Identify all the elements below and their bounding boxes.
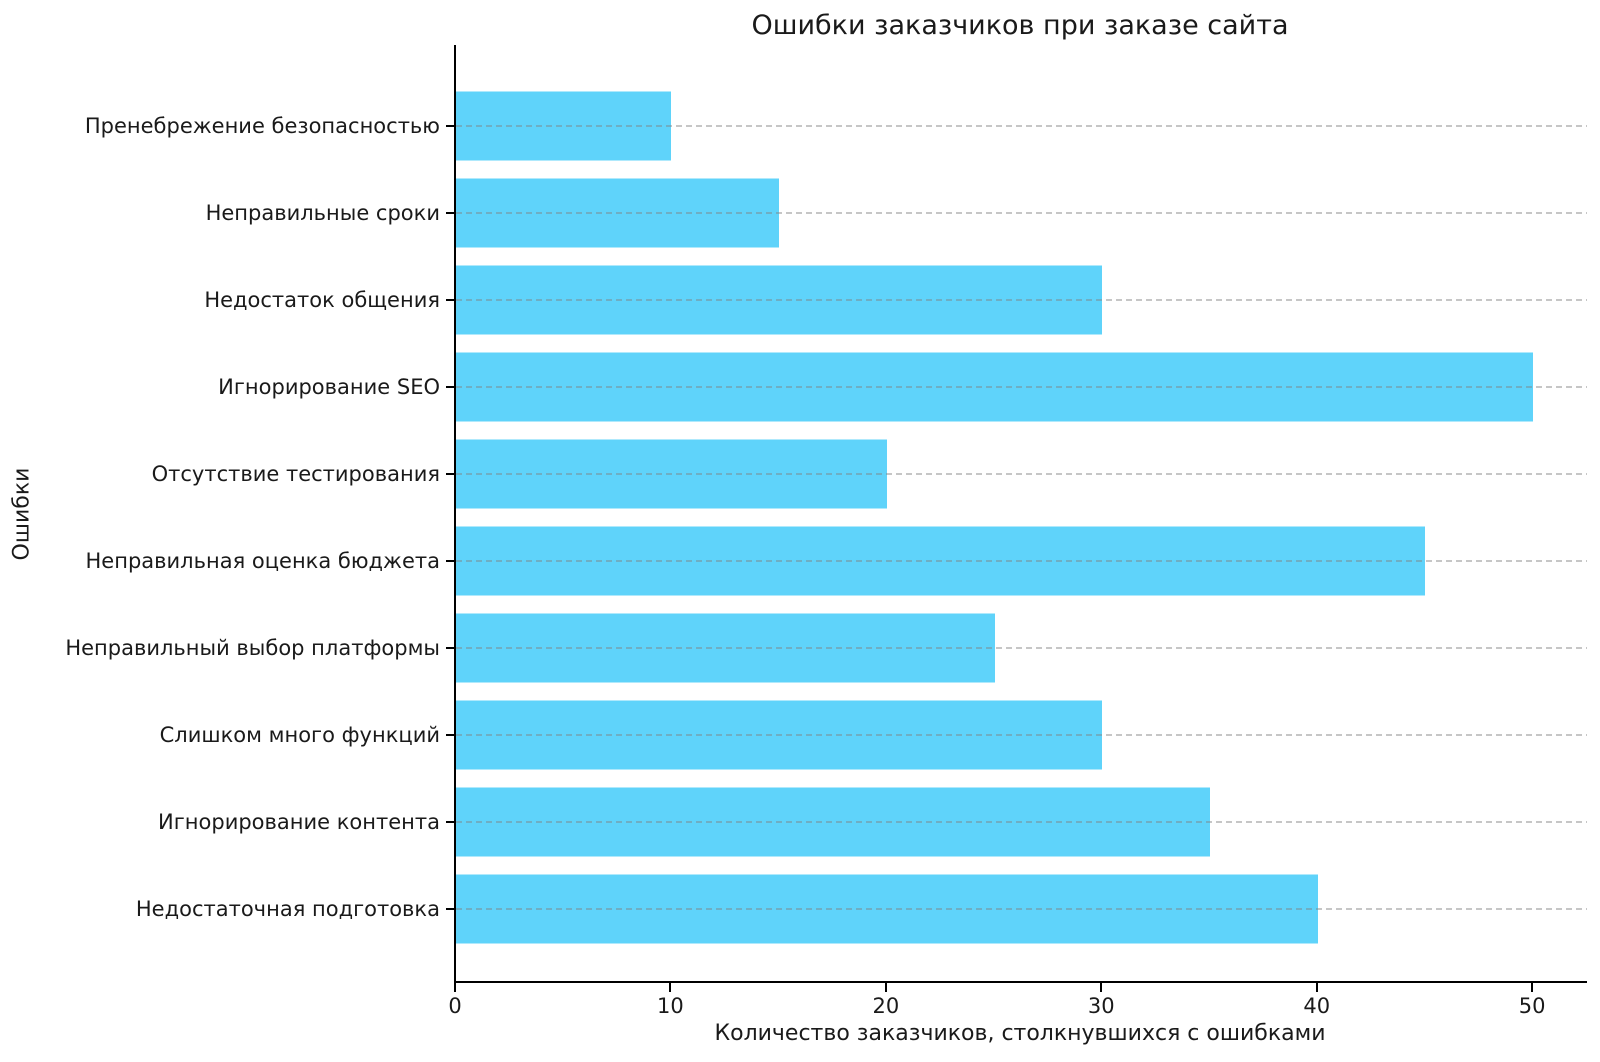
- bar-row-5: Отсутствие тестирования: [152, 430, 1587, 517]
- y-tick-label: Слишком много функций: [159, 723, 440, 748]
- chart-title: Ошибки заказчиков при заказе сайта: [751, 10, 1289, 41]
- bar-2: [456, 178, 780, 248]
- bar-row-10: Недостаточная подготовка: [136, 866, 1587, 953]
- gridline: [456, 908, 1587, 911]
- bar-5: [456, 439, 887, 509]
- y-tick: [446, 647, 454, 650]
- bar-7: [456, 613, 995, 683]
- y-tick-label: Игнорирование контента: [158, 810, 440, 835]
- bar-row-3: Недостаток общения: [204, 256, 1587, 343]
- y-tick-label: Неправильная оценка бюджета: [85, 549, 440, 574]
- gridline: [456, 560, 1587, 563]
- y-tick-label: Игнорирование SEO: [218, 374, 440, 399]
- y-axis-title: Ошибки: [9, 467, 35, 561]
- gridline: [456, 211, 1587, 214]
- bar-row-2: Неправильные сроки: [206, 169, 1587, 256]
- x-tick-mark: [884, 983, 887, 992]
- bar-row-4: Игнорирование SEO: [218, 343, 1587, 430]
- y-tick-label: Отсутствие тестирования: [151, 461, 440, 486]
- y-tick-label: Неправильный выбор платформы: [65, 636, 440, 661]
- x-axis: 0 10 20 30 40 50: [448, 983, 1586, 1023]
- y-tick: [446, 211, 454, 214]
- y-tick: [446, 298, 454, 301]
- gridline: [456, 385, 1587, 388]
- bar-row-7: Неправильный выбор платформы: [65, 605, 1587, 692]
- x-tick-label: 0: [448, 994, 462, 1018]
- y-tick: [446, 472, 454, 475]
- x-axis-title: Количество заказчиков, столкнувшихся с о…: [714, 1021, 1326, 1046]
- y-tick: [446, 124, 454, 127]
- y-tick-label: Недостаток общения: [204, 287, 440, 312]
- bar-8: [456, 700, 1103, 770]
- y-tick-label: Недостаточная подготовка: [135, 897, 440, 922]
- gridline: [456, 647, 1587, 650]
- y-tick: [446, 908, 454, 911]
- y-tick: [446, 821, 454, 824]
- gridline: [456, 298, 1587, 301]
- gridline: [456, 734, 1587, 737]
- bar-6: [456, 526, 1426, 596]
- x-tick-mark: [454, 983, 456, 992]
- x-tick-label: 30: [1087, 994, 1115, 1018]
- y-tick-label: Пренебрежение безопасностью: [84, 113, 440, 138]
- plot-area: Пренебрежение безопасностью Неправильные …: [65, 45, 1587, 983]
- y-tick: [446, 385, 454, 388]
- y-tick-label: Неправильные сроки: [205, 200, 440, 225]
- x-tick-mark: [1315, 983, 1318, 992]
- x-tick-mark: [669, 983, 672, 992]
- bar-9: [456, 787, 1210, 857]
- bar-10: [456, 874, 1318, 944]
- x-tick-mark: [1531, 983, 1534, 992]
- y-tick: [446, 560, 454, 563]
- bar-4: [456, 352, 1534, 422]
- bar-row-6: Неправильная оценка бюджета: [86, 517, 1587, 604]
- x-tick-label: 50: [1518, 994, 1546, 1018]
- gridline: [456, 472, 1587, 475]
- bar-row-1: Пренебрежение безопасностью: [85, 82, 1587, 169]
- x-tick-label: 20: [872, 994, 900, 1018]
- x-tick-label: 40: [1303, 994, 1331, 1018]
- bar-row-9: Игнорирование контента: [158, 779, 1587, 866]
- gridline: [456, 124, 1587, 127]
- x-tick-mark: [1100, 983, 1103, 992]
- y-tick: [446, 734, 454, 737]
- x-tick-label: 10: [657, 994, 684, 1018]
- bar-row-8: Слишком много функций: [160, 692, 1587, 779]
- gridline: [456, 821, 1587, 824]
- bar-3: [456, 265, 1103, 335]
- bar-rows-container: Пренебрежение безопасностью Неправильные …: [65, 45, 1587, 981]
- bar-1: [456, 91, 672, 161]
